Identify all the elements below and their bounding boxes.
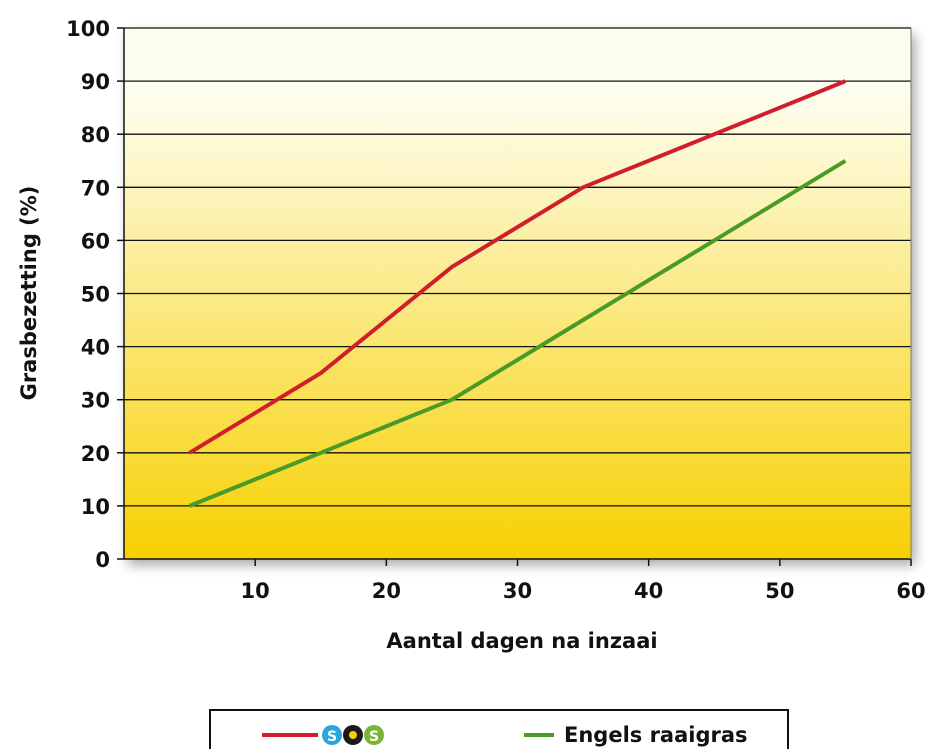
y-tick-label-10: 10	[81, 495, 110, 519]
y-tick-label-80: 80	[81, 123, 110, 147]
y-tick-label-60: 60	[81, 229, 110, 253]
gridlines	[124, 27, 911, 507]
y-axis-title: Grasbezetting (%)	[17, 186, 41, 401]
x-tick-label-30: 30	[503, 579, 532, 603]
x-tick-label-10: 10	[241, 579, 270, 603]
svg-text:S: S	[327, 729, 337, 745]
legend-box	[209, 709, 789, 749]
x-axis-title: Aantal dagen na inzaai	[386, 629, 657, 653]
legend: S S Engels raaigras	[209, 709, 789, 749]
y-tick-label-0: 0	[95, 548, 110, 572]
y-tick-label-30: 30	[81, 389, 110, 413]
y-tick-labels: 0 10 20 30 40 50 60 70 80 90 100	[66, 17, 124, 572]
y-tick-label-90: 90	[81, 70, 110, 94]
y-tick-label-50: 50	[81, 283, 110, 307]
x-tick-label-20: 20	[372, 579, 401, 603]
series-line-engels-raaigras	[188, 159, 847, 508]
legend-label-engels-raaigras: Engels raaigras	[564, 723, 748, 747]
x-tick-label-60: 60	[896, 579, 925, 603]
y-tick-label-20: 20	[81, 442, 110, 466]
svg-text:S: S	[369, 729, 379, 745]
y-tick-label-100: 100	[66, 17, 110, 41]
x-tick-label-40: 40	[634, 579, 663, 603]
sos-logo: S S	[322, 725, 384, 745]
y-tick-label-40: 40	[81, 336, 110, 360]
x-tick-labels: 10 20 30 40 50 60	[241, 559, 926, 603]
x-tick-label-50: 50	[765, 579, 794, 603]
series-line-sos	[188, 79, 847, 455]
data-series	[188, 79, 847, 508]
y-tick-label-70: 70	[81, 176, 110, 200]
